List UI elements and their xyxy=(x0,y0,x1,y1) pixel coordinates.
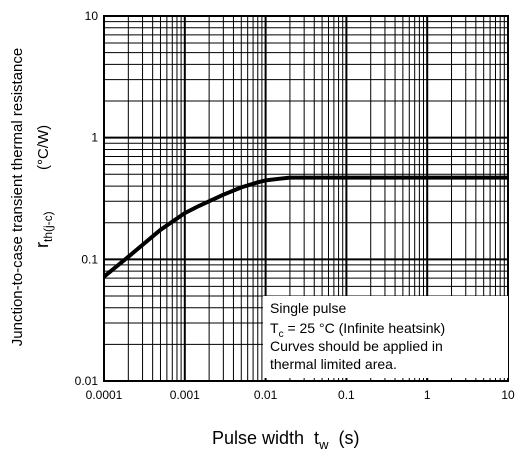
x-tick-label: 0.0001 xyxy=(86,388,123,402)
annotation-line-4: thermal limited area. xyxy=(270,356,397,372)
annotation-background xyxy=(263,296,508,378)
x-tick-label: 0.01 xyxy=(254,388,278,402)
annotation-line-1: Single pulse xyxy=(270,300,346,316)
annotation-box: Single pulse Tc = 25 °C (Infinite heatsi… xyxy=(263,296,508,378)
y-tick-labels: 0.01 0.1 1 10 xyxy=(75,9,99,388)
x-axis-label-main: Pulse width t xyxy=(212,428,319,448)
y-axis-label-line-1: Junction-to-case transient thermal resis… xyxy=(9,48,26,346)
x-tick-labels: 0.0001 0.001 0.01 0.1 1 10 xyxy=(86,388,515,402)
annotation-line-2: Tc = 25 °C (Infinite heatsink) xyxy=(270,320,445,340)
annotation-tc-sub: c xyxy=(279,329,284,340)
annotation-line-3: Curves should be applied in xyxy=(270,338,443,354)
x-axis-label: Pulse width tw (s) xyxy=(212,428,359,451)
annotation-tc: T xyxy=(270,320,279,336)
x-tick-label: 0.001 xyxy=(170,388,200,402)
plot-frame xyxy=(103,15,509,382)
annotation-tc-rest: = 25 °C (Infinite heatsink) xyxy=(284,320,446,336)
y-tick-label: 0.1 xyxy=(81,252,98,266)
y-tick-label: 0.01 xyxy=(75,374,99,388)
y-axis-label-unit: (°C/W) xyxy=(35,125,52,170)
x-tick-label: 10 xyxy=(501,388,515,402)
y-tick-label: 1 xyxy=(91,131,98,145)
x-tick-label: 0.1 xyxy=(338,388,355,402)
x-tick-label: 1 xyxy=(424,388,431,402)
x-axis-label-sub: w xyxy=(318,437,329,451)
x-axis-label-unit: (s) xyxy=(328,428,359,448)
y-axis-label-r: r xyxy=(32,242,52,248)
series-line xyxy=(102,175,508,279)
y-axis-label-sub: th(j-c) xyxy=(41,211,55,242)
y-tick-label: 10 xyxy=(85,9,99,23)
y-axis-label-symbol: rth(j-c) xyxy=(32,211,55,248)
